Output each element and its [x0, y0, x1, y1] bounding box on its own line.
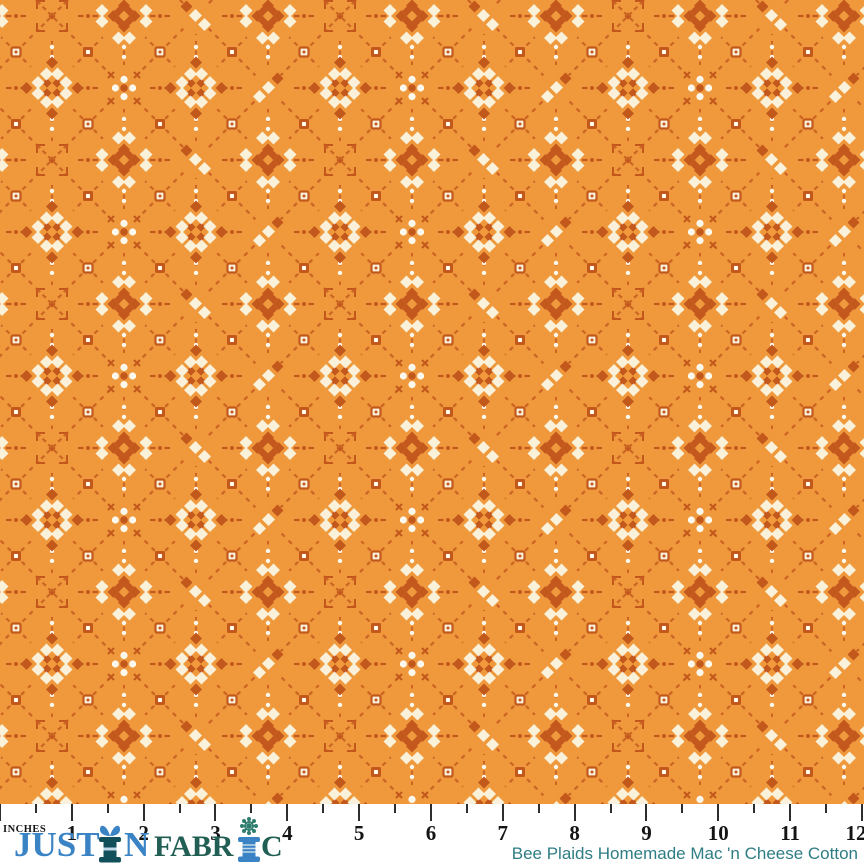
- ruler-number: 5: [353, 821, 365, 845]
- ruler-tick: [107, 804, 109, 813]
- ruler-number: 6: [425, 821, 437, 845]
- ruler-tick: [825, 804, 827, 813]
- thread-spool-icon: [99, 825, 121, 863]
- ruler-tick: [645, 804, 647, 821]
- ruler-number: 4: [282, 821, 293, 845]
- ruler-tick: [394, 804, 396, 813]
- ruler-number: 9: [641, 821, 652, 845]
- ruler-tick: [466, 804, 468, 813]
- ruler-number: 12: [845, 821, 864, 845]
- ruler-tick: [502, 804, 504, 821]
- ruler-number: 7: [497, 821, 509, 845]
- ruler-tick: [681, 804, 683, 813]
- ruler-tick: [574, 804, 576, 821]
- ruler-tick: [717, 804, 719, 821]
- ruler-tick: [861, 804, 863, 821]
- ruler-number: 3: [210, 821, 221, 845]
- fabric-swatch: [0, 0, 864, 804]
- thread-spool-flower-icon: [238, 816, 260, 862]
- ruler-tick: [753, 804, 755, 813]
- product-caption: Bee Plaids Homemade Mac 'n Cheese Cotton: [511, 844, 858, 863]
- logo-text-just: JUST: [14, 825, 100, 864]
- ruler-number: 1: [66, 821, 78, 845]
- fabric-pattern-svg: [0, 0, 864, 804]
- ruler-tick: [143, 804, 145, 821]
- ruler-number: 11: [780, 821, 801, 845]
- ruler-tick: [322, 804, 324, 813]
- ruler-tick: [358, 804, 360, 821]
- ruler-tick: [214, 804, 216, 821]
- ruler-strip: 1 2 3 4 5 6 7 8 9 10 11 12 INCHES JUST N FABR: [0, 804, 864, 864]
- ruler-number: 8: [569, 821, 580, 845]
- ruler-tick: [538, 804, 540, 813]
- logo-text-c: C: [261, 830, 283, 863]
- ribbon-bow-icon: [100, 825, 120, 836]
- ruler-tick: [610, 804, 612, 813]
- ruler-tick: [71, 804, 73, 821]
- logo-text-n: N: [124, 825, 150, 864]
- brand-logo: JUST N FABR: [14, 804, 314, 864]
- ruler-number: 2: [138, 821, 149, 845]
- ruler-unit-label: INCHES: [3, 824, 47, 835]
- ruler-tick: [35, 804, 37, 813]
- ruler-number: 10: [707, 821, 729, 845]
- ruler-tick: [250, 804, 252, 813]
- ruler-tick: [0, 804, 1, 821]
- ruler-tick: [789, 804, 791, 821]
- logo-text-fabr: FABR: [154, 830, 234, 863]
- ruler-ticks: [0, 804, 864, 824]
- ruler-tick: [179, 804, 181, 813]
- ruler-tick: [286, 804, 288, 821]
- ruler-tick: [430, 804, 432, 821]
